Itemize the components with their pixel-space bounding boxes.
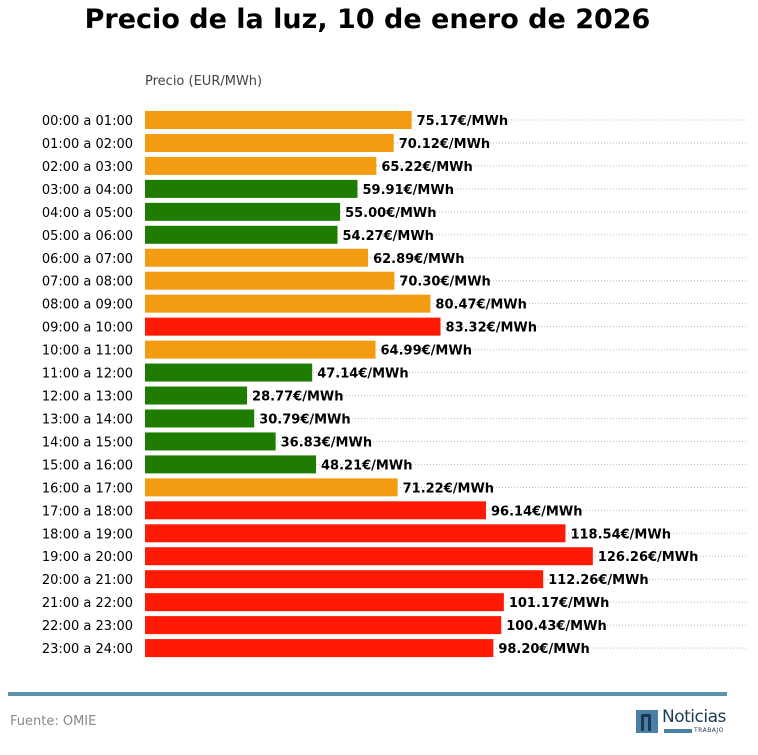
footer-divider [8,692,727,696]
data-label: 55.00€/MWh [345,206,436,221]
category-label: 09:00 a 10:00 [42,321,133,336]
bar [145,639,494,658]
bar [145,409,255,428]
bar [145,179,358,198]
data-label: 62.89€/MWh [373,252,464,267]
data-label: 118.54€/MWh [570,527,671,542]
category-label: 05:00 a 06:00 [42,229,133,244]
bar [145,616,502,635]
bar [145,294,431,313]
category-label: 21:00 a 22:00 [42,596,133,611]
category-label: 04:00 a 05:00 [42,206,133,221]
data-label: 80.47€/MWh [435,298,526,313]
data-label: 100.43€/MWh [506,619,606,634]
bar [145,455,317,474]
category-label: 11:00 a 12:00 [42,367,133,382]
data-label: 83.32€/MWh [446,321,537,336]
category-label: 15:00 a 16:00 [42,458,133,473]
data-label: 54.27€/MWh [342,229,433,244]
data-label: 126.26€/MWh [598,550,699,565]
category-label: 23:00 a 24:00 [42,642,133,657]
category-label: 08:00 a 09:00 [42,298,133,313]
category-label: 06:00 a 07:00 [42,252,133,267]
data-label: 59.91€/MWh [363,183,454,198]
category-label: 22:00 a 23:00 [42,619,133,634]
category-label: 19:00 a 20:00 [42,550,133,565]
data-label: 30.79€/MWh [259,412,350,427]
bar [145,271,395,290]
data-label: 36.83€/MWh [281,435,372,450]
bar [145,547,593,566]
category-label: 14:00 a 15:00 [42,435,133,450]
source-text: Fuente: OMIE [10,714,97,729]
category-label: 02:00 a 03:00 [42,160,133,175]
bar [145,478,398,497]
noticias-trabajo-logo: Noticias TRABAJO [636,707,731,735]
data-label: 71.22€/MWh [403,481,494,496]
data-label: 98.20€/MWh [498,642,589,657]
category-label: 12:00 a 13:00 [42,390,133,405]
bar [145,501,487,520]
bar [145,111,412,129]
logo-text: Noticias [662,707,726,727]
logo-subtext: TRABAJO [694,727,724,734]
chart-title: Precio de la luz, 10 de enero de 2026 [84,4,651,35]
data-label: 47.14€/MWh [317,367,408,382]
bar [145,156,377,175]
category-label: 10:00 a 11:00 [42,344,133,359]
data-label: 101.17€/MWh [509,596,610,611]
bar-chart: 00:00 a 01:00 75.17€/MWh 01:00 a 02:00 70.1… [42,111,748,658]
data-label: 70.12€/MWh [399,137,490,152]
category-label: 20:00 a 21:00 [42,573,133,588]
bar [145,340,376,359]
data-label: 112.26€/MWh [548,573,649,588]
category-label: 18:00 a 19:00 [42,527,133,542]
bar [145,593,504,612]
bar [145,248,369,267]
data-label: 28.77€/MWh [252,390,343,405]
category-label: 03:00 a 04:00 [42,183,133,198]
data-label: 48.21€/MWh [321,458,412,473]
bar [145,202,341,221]
data-label: 75.17€/MWh [417,114,508,129]
category-label: 16:00 a 17:00 [42,481,133,496]
data-label: 70.30€/MWh [399,275,490,290]
bar [145,524,566,543]
bar [145,317,441,336]
axis-label: Precio (EUR/MWh) [145,74,263,89]
bar [145,386,248,405]
category-label: 00:00 a 01:00 [42,114,133,129]
bar [145,133,394,152]
bar [145,432,276,451]
bar [145,363,313,382]
bar [145,225,338,244]
bar [145,570,544,589]
category-label: 07:00 a 08:00 [42,275,133,290]
data-label: 64.99€/MWh [381,344,472,359]
data-label: 96.14€/MWh [491,504,582,519]
category-label: 13:00 a 14:00 [42,412,133,427]
category-label: 17:00 a 18:00 [42,504,133,519]
category-label: 01:00 a 02:00 [42,137,133,152]
data-label: 65.22€/MWh [381,160,472,175]
